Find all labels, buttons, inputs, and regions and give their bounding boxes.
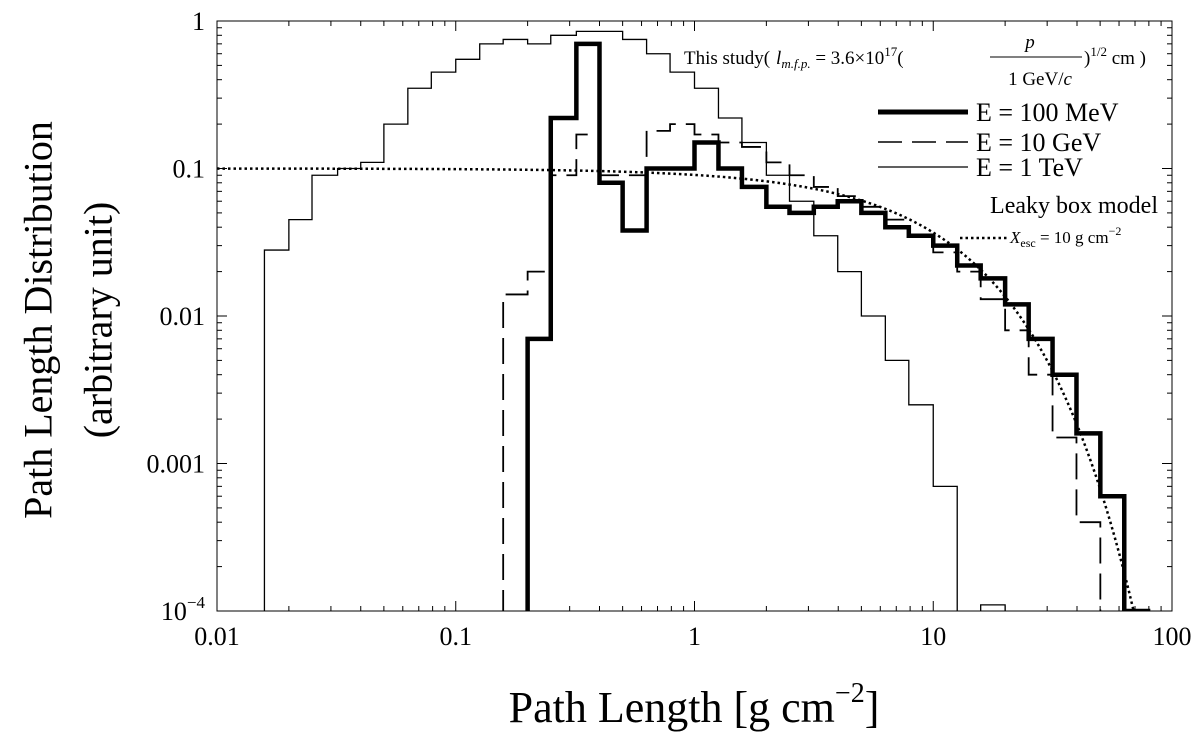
legend-label-1tev: E = 1 TeV: [976, 153, 1083, 182]
study-annotation: This study(lm.f.p. = 3.6×1017( p 1 GeV/c…: [684, 32, 1146, 90]
axis-tick-labels: 0.01 0.1 1 10 100 1 0.1 0.01 0.001 10−4: [147, 7, 1192, 651]
x-tick-label: 0.01: [194, 622, 240, 651]
histogram-series-2: [263, 30, 958, 611]
x-axis-label: Path Length [g cm−2]: [509, 678, 880, 732]
series-layer: [263, 30, 1151, 611]
y-tick-label: 0.1: [173, 155, 206, 184]
x-tick-label: 100: [1153, 622, 1192, 651]
y-tick-label: 1: [192, 7, 205, 36]
legend-label-10gev: E = 10 GeV: [976, 128, 1101, 157]
legend: E = 100 MeV E = 10 GeV E = 1 TeV: [878, 98, 1119, 182]
histogram-series-1: [502, 123, 1102, 611]
legend-label-100mev: E = 100 MeV: [976, 98, 1119, 127]
y-tick-label: 0.001: [147, 450, 206, 479]
x-tick-label: 0.1: [440, 622, 473, 651]
leaky-box-model-curve: [217, 167, 1135, 611]
x-tick-label: 1: [688, 622, 701, 651]
model-legend-label: Xesc = 10 g cm−2: [1009, 224, 1121, 250]
x-tick-label: 10: [920, 622, 946, 651]
y-axis-label-line1: Path Length Distribution: [16, 121, 61, 519]
histogram-series-3: [980, 604, 1006, 611]
annotation-exponent: )1/2 cm ): [1084, 44, 1146, 69]
annotation-numerator: p: [1023, 32, 1035, 53]
model-legend: Leaky box model Xesc = 10 g cm−2: [960, 193, 1158, 250]
annotation-formula: This study(lm.f.p. = 3.6×1017(: [684, 44, 904, 71]
model-legend-title: Leaky box model: [990, 193, 1158, 219]
annotation-denominator: 1 GeV/c: [1008, 69, 1072, 90]
y-axis-label-line2: (arbitrary unit): [76, 202, 121, 439]
axis-ticks: [216, 21, 1172, 612]
y-axis-label: Path Length Distribution (arbitrary unit…: [16, 121, 121, 519]
y-tick-label: 0.01: [160, 302, 206, 331]
y-tick-label: 10−4: [161, 593, 206, 626]
histogram-series-0: [525, 41, 1151, 611]
